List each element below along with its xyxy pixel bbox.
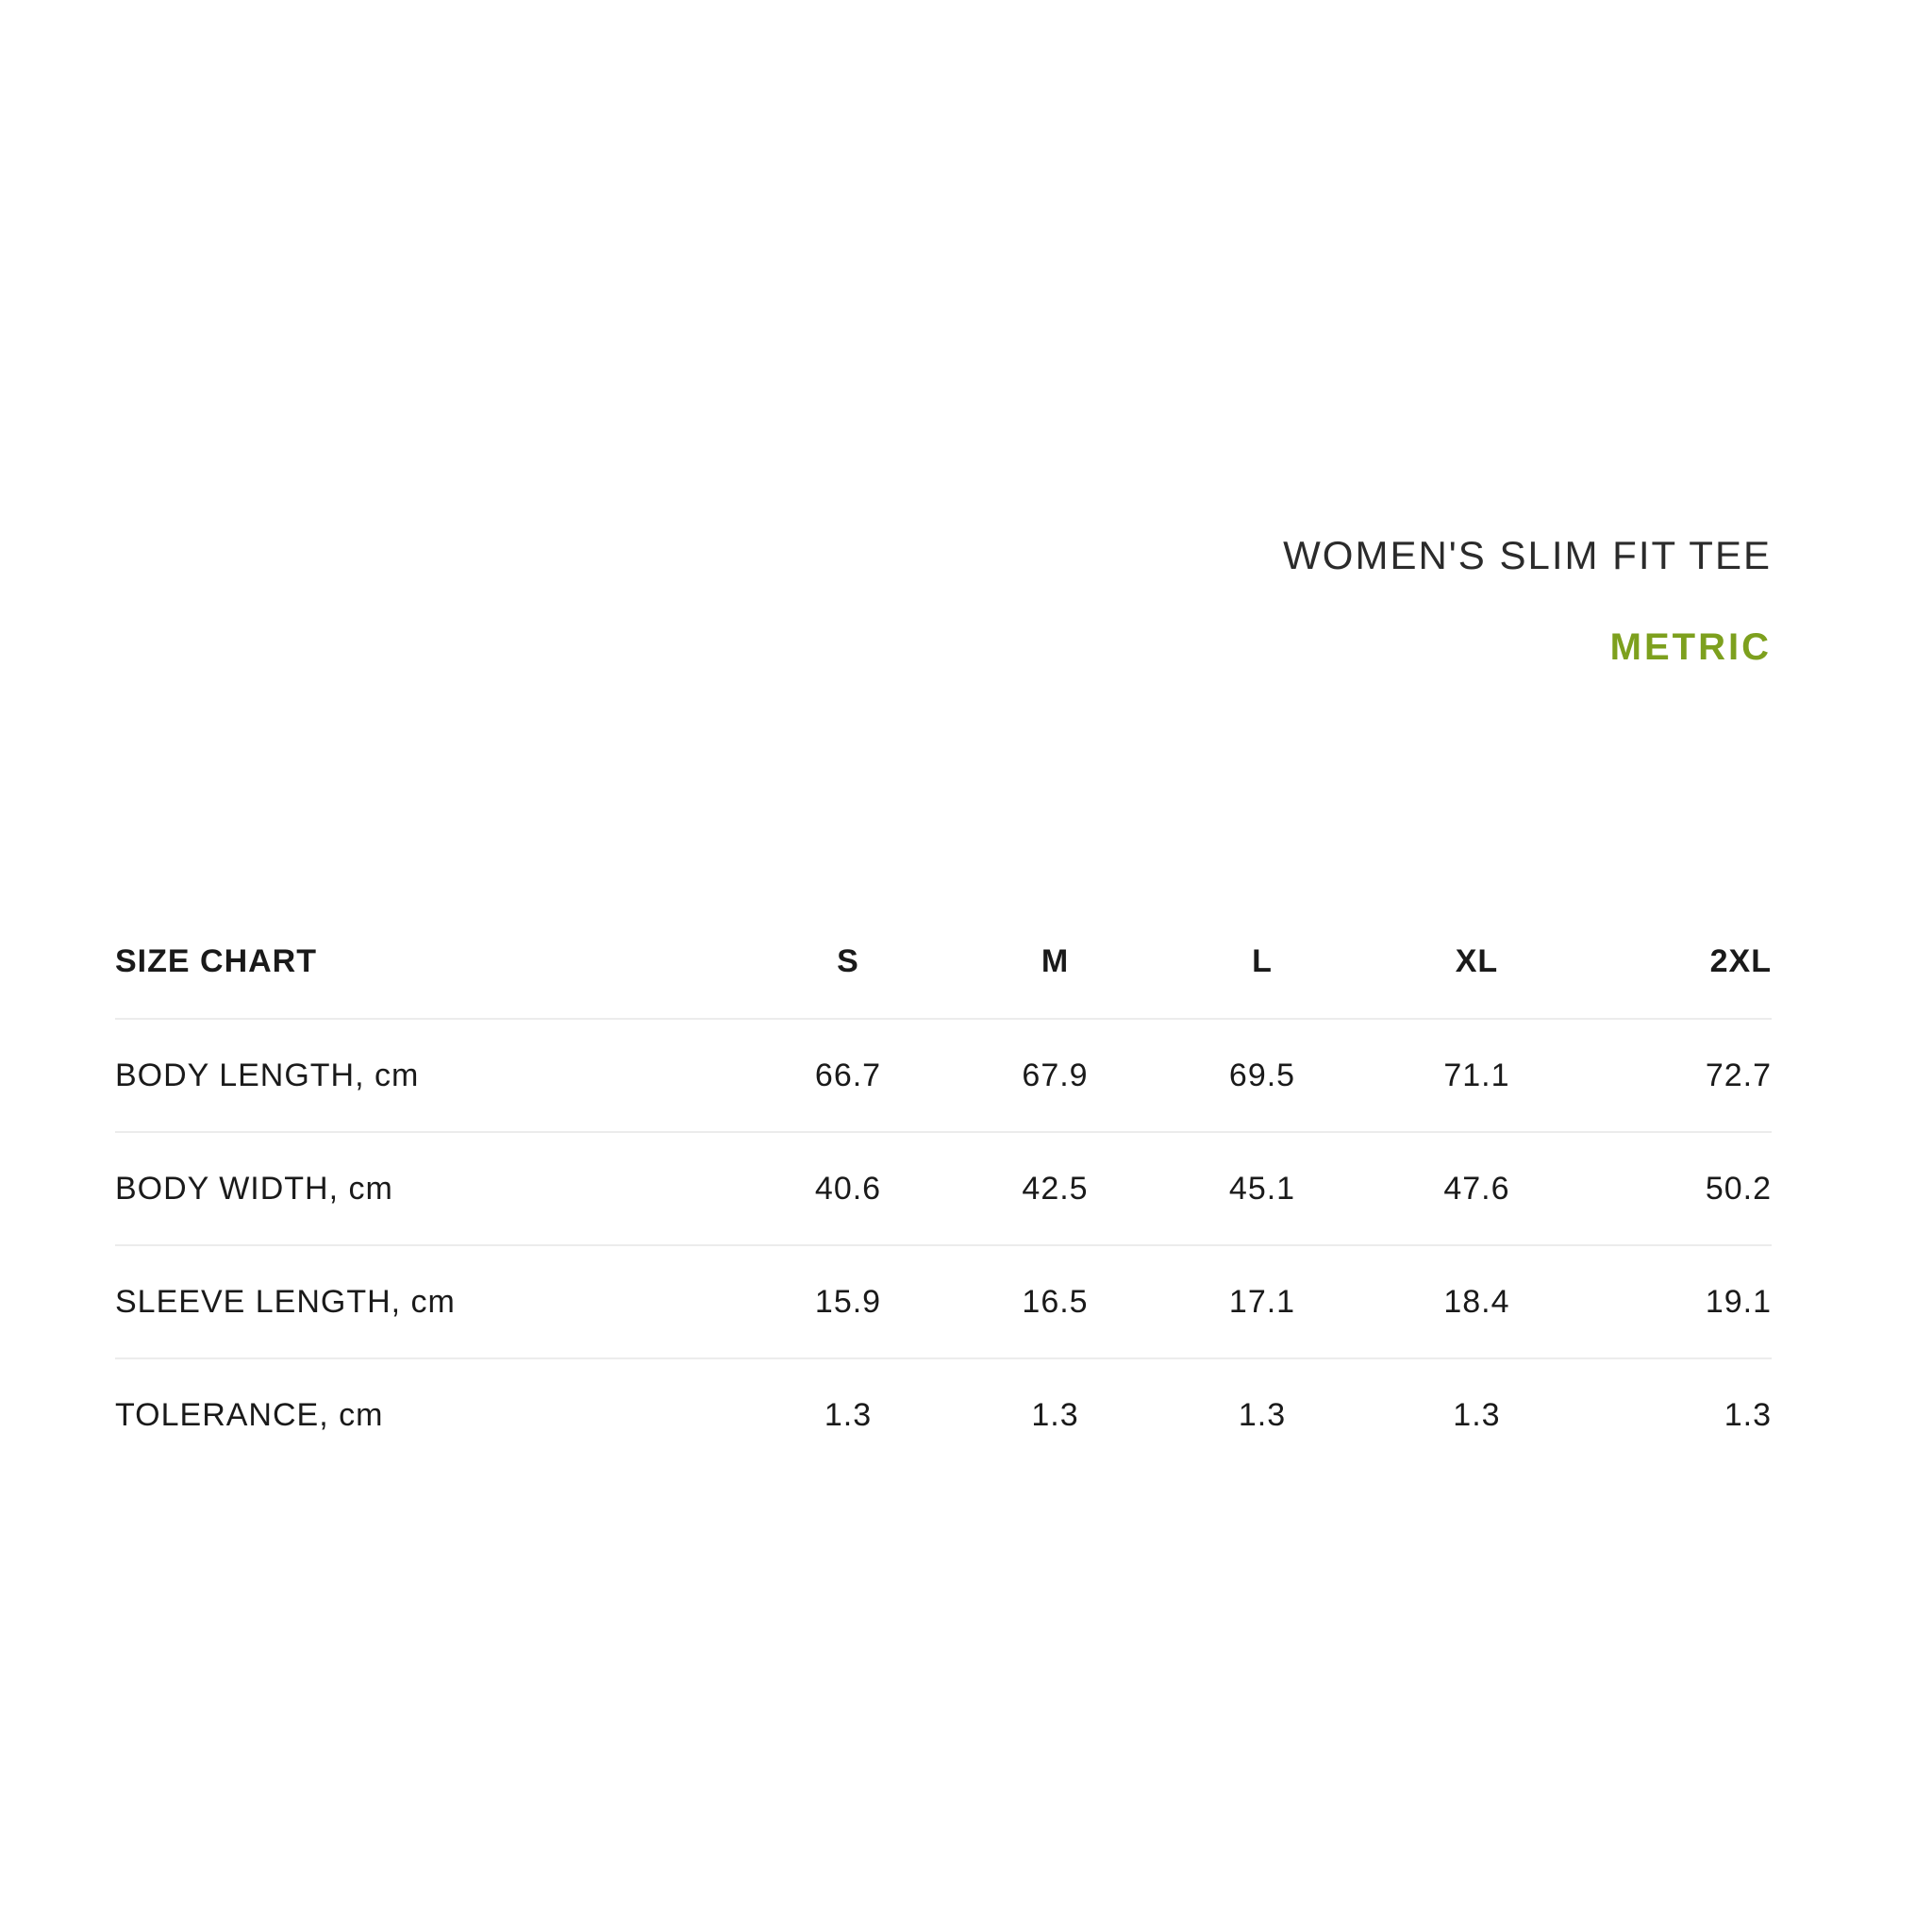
cell-value: 1.3 <box>1453 1397 1501 1433</box>
cell-value: 45.1 <box>1158 1132 1366 1246</box>
product-title: WOMEN'S SLIM FIT TEE <box>1283 533 1772 577</box>
size-chart-table: SIZE CHART S M L XL 2XL BODY LENGTH, cm … <box>115 906 1772 1472</box>
cell-value: 69.5 <box>1158 1019 1366 1133</box>
cell-value: 17.1 <box>1158 1245 1366 1359</box>
cell-value: 16.5 <box>951 1245 1159 1359</box>
cell-value: 19.1 <box>1588 1245 1772 1359</box>
cell-value: 1.3 <box>1031 1397 1079 1433</box>
cell-value: 66.7 <box>744 1019 952 1133</box>
cell-value: 42.5 <box>951 1132 1159 1246</box>
row-label: BODY WIDTH, cm <box>115 1132 745 1246</box>
cell-value: 1.3 <box>1724 1397 1772 1433</box>
cell-value: 50.2 <box>1588 1132 1772 1246</box>
col-header-m: M <box>951 906 1159 1020</box>
col-header-2xl: 2XL <box>1588 906 1772 1020</box>
size-chart-heading: SIZE CHART <box>115 906 745 1020</box>
size-chart-panel: WOMEN'S SLIM FIT TEE METRIC SIZE CHART S… <box>115 0 1772 1472</box>
cell-value: 1.3 <box>1238 1397 1287 1433</box>
row-label: TOLERANCE, cm <box>115 1397 384 1433</box>
cell-value: 15.9 <box>744 1245 952 1359</box>
table-header-row: SIZE CHART S M L XL 2XL <box>115 906 1772 1020</box>
table-row-tolerance: TOLERANCE, cm 1.3 1.3 1.3 1.3 1.3 <box>115 1358 1772 1472</box>
cell-value: 18.4 <box>1365 1245 1589 1359</box>
cell-value: 1.3 <box>824 1397 873 1433</box>
cell-value: 40.6 <box>744 1132 952 1246</box>
cell-value: 47.6 <box>1365 1132 1589 1246</box>
table-row-body-length: BODY LENGTH, cm 66.7 67.9 69.5 71.1 72.7 <box>115 1019 1772 1133</box>
col-header-l: L <box>1158 906 1366 1020</box>
table-row-body-width: BODY WIDTH, cm 40.6 42.5 45.1 47.6 50.2 <box>115 1132 1772 1246</box>
cell-value: 72.7 <box>1588 1019 1772 1133</box>
chart-header: WOMEN'S SLIM FIT TEE METRIC <box>115 0 1772 668</box>
cell-value: 67.9 <box>951 1019 1159 1133</box>
row-label: BODY LENGTH, cm <box>115 1019 745 1133</box>
cell-value: 71.1 <box>1365 1019 1589 1133</box>
col-header-xl: XL <box>1365 906 1589 1020</box>
row-label: SLEEVE LENGTH, cm <box>115 1245 745 1359</box>
table-row-sleeve-length: SLEEVE LENGTH, cm 15.9 16.5 17.1 18.4 19… <box>115 1245 1772 1359</box>
unit-toggle-metric[interactable]: METRIC <box>1609 626 1772 668</box>
col-header-s: S <box>744 906 952 1020</box>
